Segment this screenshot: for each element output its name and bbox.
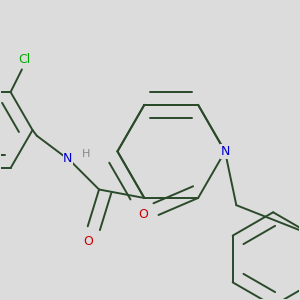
Text: O: O [83, 236, 93, 248]
Text: N: N [220, 145, 230, 158]
Text: O: O [138, 208, 148, 221]
Text: N: N [63, 152, 73, 165]
Text: H: H [82, 149, 91, 159]
Text: Cl: Cl [19, 53, 31, 66]
